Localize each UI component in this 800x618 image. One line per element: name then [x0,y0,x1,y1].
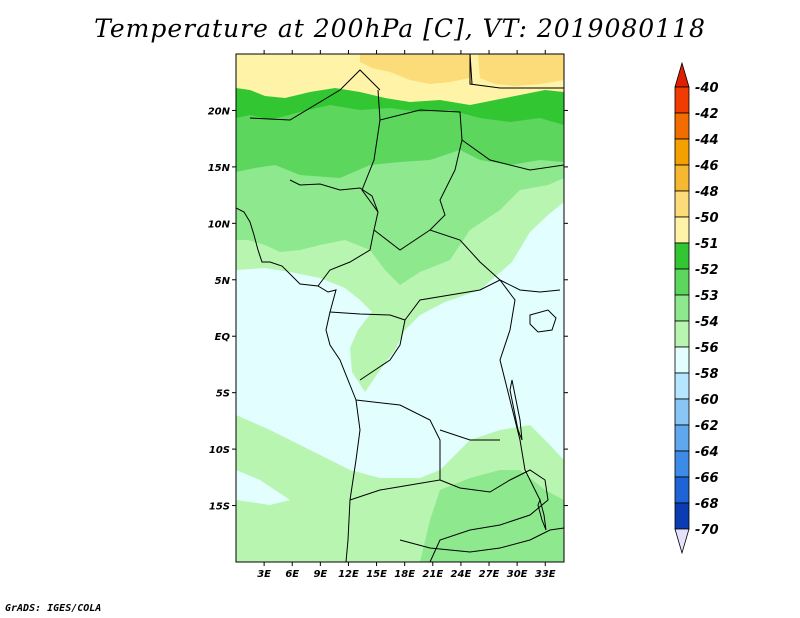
colorbar-label: -53 [695,289,719,304]
colorbar-swatch [674,346,690,374]
border-car [373,229,501,321]
border-zambia [429,469,549,562]
lon-label: 24E [451,569,472,580]
border-south [399,527,564,553]
lat-label: 15S [209,502,230,513]
footer-credit: GrADS: IGES/COLA [5,603,102,614]
border-chad [361,89,463,231]
colorbar-swatch [674,450,690,478]
lat-label: 20N [208,106,231,117]
lake-tanganyika [509,379,523,441]
border-sudan [461,139,564,293]
colorbar-swatch [674,190,690,218]
lon-label: 33E [535,569,556,580]
colorbar-swatch [674,320,690,348]
border-angola [349,399,500,501]
latitude-labels: 20N 15N 10N 5N EQ 5S 10S 15S [208,106,231,512]
colorbar-label: -44 [695,133,719,148]
colorbar-swatch [674,268,690,296]
colorbar-labels: -40 -42 -44 -46 -48 -50 -51 -52 -53 -54 -56 -58 -60 -… [695,81,719,538]
lat-label: 5N [215,276,231,287]
colorbar-label: -48 [695,185,719,200]
lat-label: 10S [209,445,230,456]
lon-label: 3E [257,569,271,580]
temperature-field [236,54,564,562]
colorbar-swatch [674,242,690,270]
lat-label: 5S [216,389,230,400]
colorbar-swatch [674,216,690,244]
colorbar-label: -50 [695,211,719,226]
colorbar-swatch [674,294,690,322]
border-drc-east [499,279,541,501]
border-niger [249,69,381,121]
colorbar-label: -68 [695,497,719,512]
lon-label: 6E [285,569,299,580]
axis-ticks [232,50,568,566]
colorbar-swatch [674,86,690,114]
colorbar-swatch [674,372,690,400]
lat-label: EQ [215,332,231,343]
border-congo [329,311,406,381]
colorbar [674,61,690,555]
lon-label: 27E [479,569,500,580]
map-frame [235,53,565,563]
lake-malawi [537,498,547,531]
field-band-52-south [420,470,564,562]
colorbar-label: -42 [695,107,719,122]
colorbar-label: -52 [695,263,719,278]
colorbar-label: -60 [695,393,719,408]
colorbar-swatch [674,164,690,192]
colorbar-label: -62 [695,419,719,434]
colorbar-label: -51 [695,237,719,252]
colorbar-swatch [674,502,690,530]
colorbar-top-arrow [674,61,690,88]
colorbar-swatch [674,398,690,426]
coastline-west [236,207,361,562]
border-libya-egypt [360,54,564,89]
field-band-46 [360,54,470,84]
lon-label: 9E [313,569,327,580]
lon-label: 15E [366,569,387,580]
colorbar-swatch [674,112,690,140]
colorbar-label: -40 [695,81,719,96]
chart-title: Temperature at 200hPa [C], VT: 201908011… [94,14,706,43]
colorbar-label: -66 [695,471,719,486]
longitude-labels: 3E 6E 9E 12E 15E 18E 21E 24E 27E 30E 33E [257,569,556,580]
colorbar-swatch [674,476,690,504]
lon-label: 12E [338,569,359,580]
colorbar-bottom-arrow [674,528,690,555]
lon-label: 18E [394,569,415,580]
colorbar-swatch [674,424,690,452]
colorbar-label: -54 [695,315,719,330]
lon-label: 21E [422,569,443,580]
lat-label: 15N [208,163,231,174]
colorbar-label: -46 [695,159,719,174]
colorbar-label: -58 [695,367,719,382]
field-band-46-east [478,54,564,86]
colorbar-label: -56 [695,341,719,356]
colorbar-swatch [674,138,690,166]
lon-label: 30E [507,569,528,580]
lake-victoria [529,309,557,333]
colorbar-label: -64 [695,445,719,460]
colorbar-label: -70 [695,523,719,538]
border-nigeria [289,179,379,287]
lat-label: 10N [208,219,231,230]
country-borders [236,54,564,562]
